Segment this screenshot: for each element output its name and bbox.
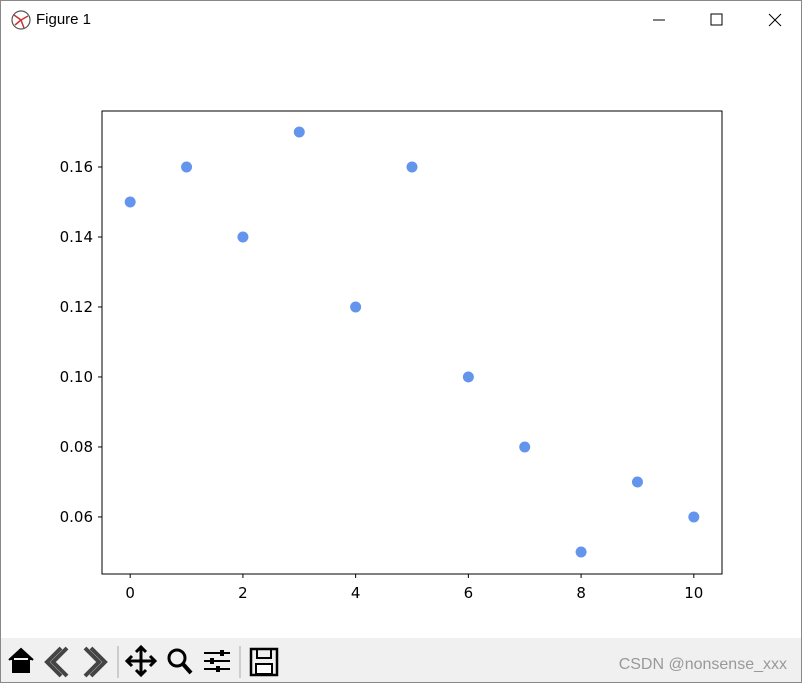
data-point [181,161,193,173]
app-icon [11,10,31,30]
data-point [350,301,362,313]
data-point [631,476,643,488]
maximize-button[interactable] [710,13,723,26]
forward-button[interactable] [83,646,108,678]
plot-area [101,110,723,575]
y-tick-label: 0.16 [60,158,93,176]
y-tick-label: 0.06 [60,508,93,526]
data-point [575,546,587,558]
close-button[interactable] [768,13,782,27]
y-tick-label: 0.12 [60,298,93,316]
window-title: Figure 1 [36,11,92,28]
window-controls[interactable] [641,1,801,39]
save-button[interactable] [249,647,279,677]
data-point [237,231,249,243]
back-button[interactable] [44,646,69,678]
x-tick-label: 6 [464,584,474,601]
y-tick-label: 0.08 [60,438,93,456]
data-point [519,441,531,453]
y-tick-label: 0.14 [60,228,93,246]
pan-button[interactable] [124,644,158,678]
configure-button[interactable] [204,650,230,672]
chart: 0.06 0.08 0.10 0.12 0.14 0.16 0 2 4 6 8 10 [60,110,723,601]
data-point [688,511,700,523]
data-point [124,196,136,208]
data-point [406,161,418,173]
y-tick-label: 0.10 [60,368,93,386]
title-bar: Figure 1 [1,1,801,39]
x-tick-label: 8 [576,584,586,601]
toolbar-buttons[interactable] [1,638,301,682]
x-tick-label: 2 [238,584,248,601]
x-tick-label: 4 [351,584,361,601]
watermark: CSDN @nonsense_xxx [618,656,787,673]
x-tick-label: 10 [684,584,703,601]
data-point [462,371,474,383]
x-tick-label: 0 [125,584,135,601]
data-point [293,126,305,138]
zoom-button[interactable] [167,648,193,675]
toolbar [1,638,801,682]
home-button[interactable] [8,647,34,673]
